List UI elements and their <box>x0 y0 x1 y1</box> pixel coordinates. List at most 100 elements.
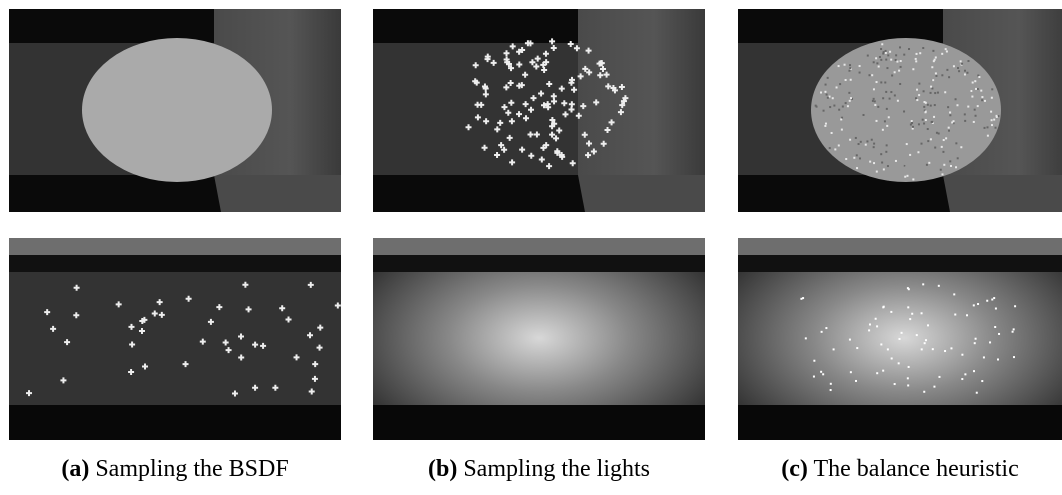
ceiling-shadow <box>9 255 341 272</box>
noise <box>839 83 841 85</box>
noise <box>915 60 917 62</box>
floor-lit <box>578 175 705 212</box>
noise <box>880 81 882 83</box>
noise <box>849 339 851 341</box>
noise <box>944 350 946 352</box>
noise <box>961 63 963 65</box>
noise <box>908 48 910 50</box>
noise <box>916 89 918 91</box>
noise <box>827 77 829 79</box>
noise <box>1013 356 1015 358</box>
noise <box>955 166 957 168</box>
noise <box>904 165 906 167</box>
shadow-top <box>373 9 578 43</box>
noise <box>880 48 882 50</box>
noise <box>931 87 933 89</box>
noise <box>880 343 882 345</box>
noise <box>991 97 993 99</box>
noise <box>975 338 977 340</box>
noise <box>873 143 875 145</box>
noise <box>898 70 900 72</box>
noise <box>876 372 878 374</box>
noise <box>878 66 880 68</box>
noise <box>923 106 925 108</box>
noise <box>927 324 929 326</box>
noise <box>981 99 983 101</box>
noise <box>964 113 966 115</box>
noise <box>949 160 951 162</box>
noise <box>912 178 914 180</box>
noise <box>912 126 914 128</box>
noise <box>823 110 825 112</box>
noise <box>829 147 831 149</box>
noise <box>935 75 937 77</box>
noise <box>960 60 962 62</box>
noise <box>927 104 929 106</box>
noise <box>853 157 855 159</box>
noise <box>941 53 943 55</box>
noise <box>898 362 900 364</box>
noise <box>876 62 878 64</box>
noise <box>848 92 850 94</box>
noise <box>927 128 929 130</box>
noise <box>933 386 935 388</box>
noise <box>876 325 878 327</box>
ceiling-shadow <box>373 255 705 272</box>
noise <box>930 105 932 107</box>
noise <box>925 102 927 104</box>
ceiling-shadow <box>738 255 1062 272</box>
noise <box>961 378 963 380</box>
noise <box>935 72 937 74</box>
noise <box>946 50 948 52</box>
noise <box>949 111 951 113</box>
noise <box>842 106 844 108</box>
noise <box>908 288 910 290</box>
noise <box>825 123 827 125</box>
noise <box>831 132 833 134</box>
noise <box>921 143 923 145</box>
noise <box>987 135 989 137</box>
noise <box>800 298 802 300</box>
noise <box>973 370 975 372</box>
noise <box>977 105 979 107</box>
noise <box>931 66 933 68</box>
noise <box>840 118 842 120</box>
noise <box>849 67 851 69</box>
noise <box>875 57 877 59</box>
noise <box>860 141 862 143</box>
noise <box>820 91 822 93</box>
noise <box>849 100 851 102</box>
noise <box>838 109 840 111</box>
noise <box>977 303 979 305</box>
noise <box>833 105 835 107</box>
noise <box>921 312 923 314</box>
noise <box>918 83 920 85</box>
noise <box>873 162 875 164</box>
noise <box>901 332 903 334</box>
noise <box>885 151 887 153</box>
noise <box>859 72 861 74</box>
noise <box>886 144 888 146</box>
noise <box>887 165 889 167</box>
render-top <box>373 9 705 212</box>
noise <box>904 176 906 178</box>
noise <box>934 92 936 94</box>
figure: (a) Sampling the BSDF (b) Sampling the l… <box>0 0 1062 495</box>
noise <box>930 92 932 94</box>
noise <box>881 162 883 164</box>
noise <box>981 96 983 98</box>
noise <box>884 82 886 84</box>
noise <box>873 88 875 90</box>
noise <box>885 52 887 54</box>
noise <box>925 339 927 341</box>
noise <box>916 53 918 55</box>
noise <box>873 61 875 63</box>
caption-label: (b) <box>428 456 457 482</box>
noise <box>911 313 913 315</box>
noise <box>931 121 933 123</box>
noise <box>895 59 897 61</box>
noise <box>903 110 905 112</box>
noise <box>900 66 902 68</box>
noise <box>990 111 992 113</box>
noise <box>977 88 979 90</box>
